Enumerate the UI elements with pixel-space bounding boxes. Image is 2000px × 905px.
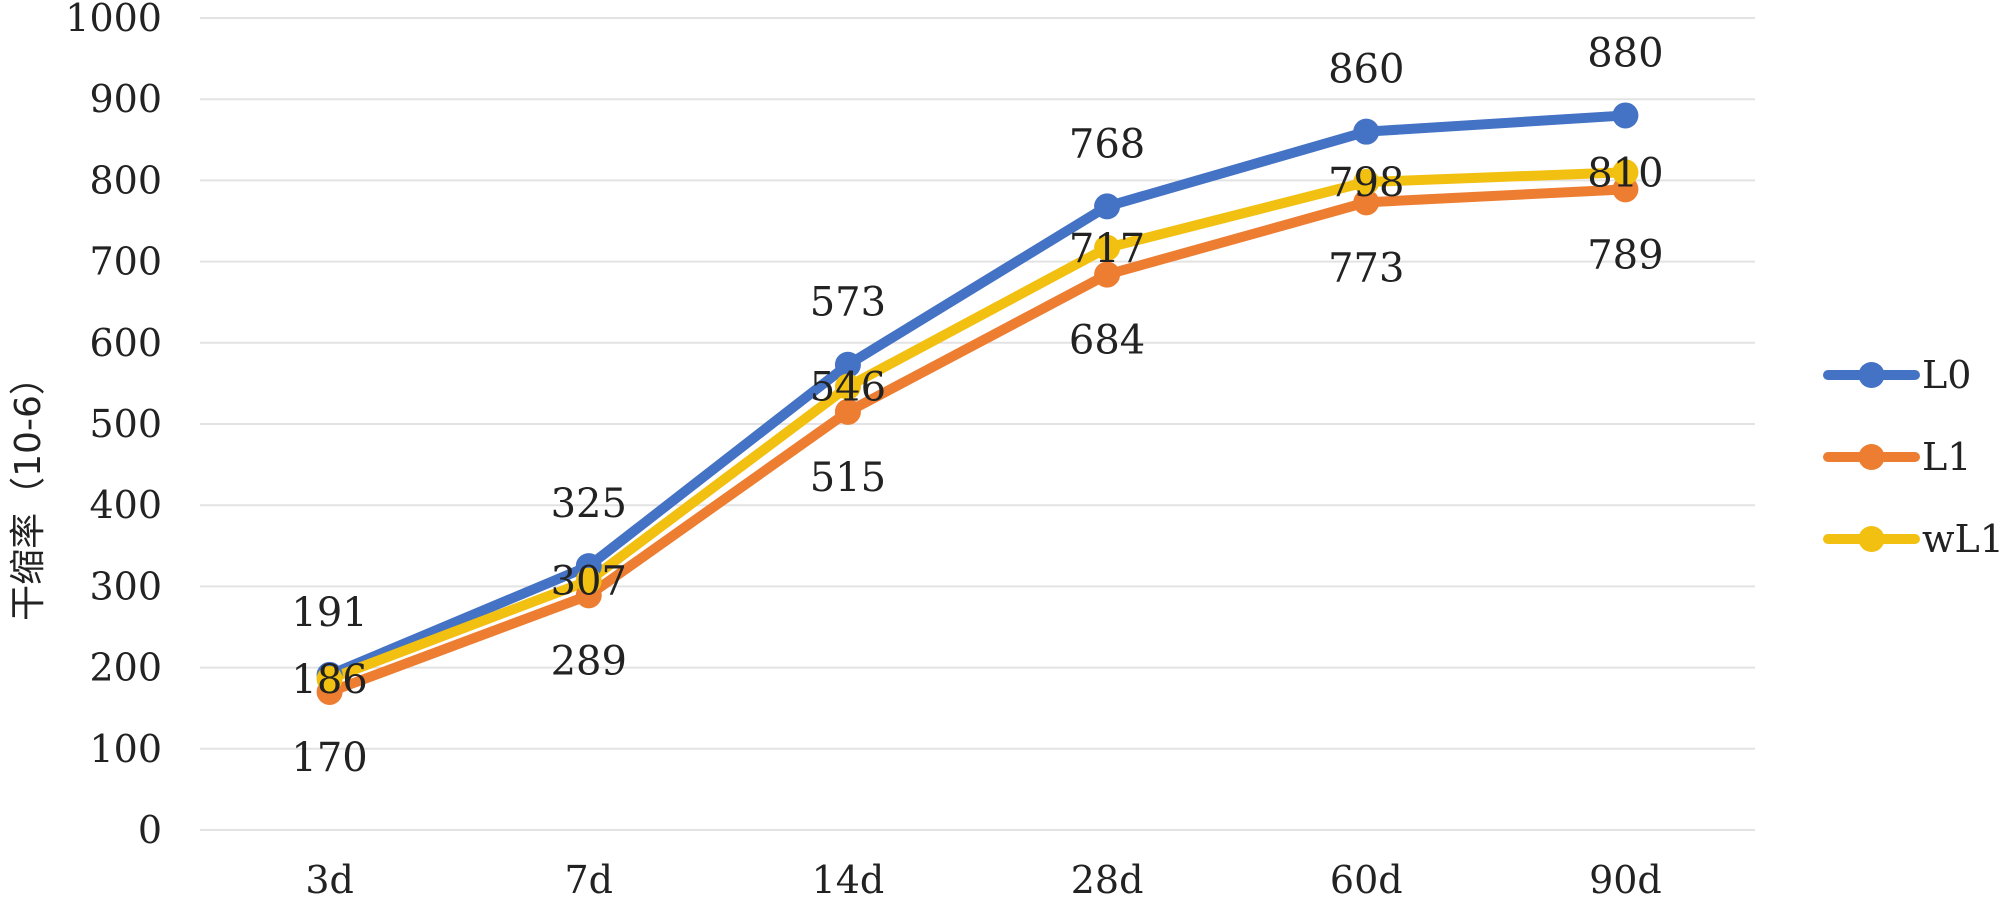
- series-line-l0: [324, 110, 1631, 680]
- y-tick-label: 800: [89, 158, 162, 202]
- x-tick-label: 7d: [564, 858, 613, 902]
- y-axis-ticks: 0 100 200 300 400 500 600 700 800 900 1000: [65, 0, 162, 852]
- data-point-wl1: [834, 373, 861, 400]
- data-point-wl1: [316, 665, 343, 692]
- data-label-l0: 325: [551, 481, 627, 527]
- legend-marker-l0: [1858, 362, 1885, 388]
- y-tick-label: 700: [89, 240, 162, 284]
- data-point-wl1: [1353, 169, 1380, 196]
- legend-label-l0: L0: [1922, 353, 1971, 397]
- data-label-l1: 789: [1587, 232, 1663, 278]
- series-markers: [316, 102, 1639, 705]
- data-label-wl1: 798: [1328, 160, 1404, 206]
- y-tick-label: 400: [89, 483, 162, 527]
- data-label-l0: 768: [1069, 121, 1145, 167]
- data-label-l1: 170: [291, 735, 367, 781]
- data-point-wl1: [575, 567, 602, 594]
- y-tick-label: 1000: [65, 0, 162, 40]
- data-label-l0: 860: [1328, 47, 1404, 93]
- legend-marker-wl1: [1858, 526, 1885, 552]
- data-point-l0: [834, 351, 861, 378]
- data-label-l0: 191: [291, 590, 367, 636]
- legend: L0 L1 wL1: [1823, 353, 2000, 561]
- data-label-l0: 880: [1587, 30, 1663, 76]
- data-point-wl1: [1094, 234, 1121, 261]
- data-labels: 191 325 573 768 860 880 170 289 515 684 773 789 186 3…: [291, 30, 1663, 781]
- series-lines: [324, 110, 1631, 697]
- data-point-wl1: [1612, 159, 1639, 186]
- legend-label-l1: L1: [1922, 435, 1971, 479]
- y-tick-label: 0: [138, 808, 162, 852]
- data-label-wl1: 717: [1069, 226, 1145, 272]
- data-label-l0: 573: [810, 280, 886, 326]
- y-tick-label: 300: [89, 564, 162, 608]
- data-point-l1: [834, 398, 861, 425]
- data-label-wl1: 307: [551, 559, 627, 605]
- legend-label-wl1: wL1: [1922, 517, 2000, 561]
- series-line-wl1: [324, 167, 1631, 684]
- legend-marker-l1: [1858, 444, 1885, 470]
- data-point-l0: [1612, 102, 1639, 129]
- data-point-l0: [1094, 193, 1121, 220]
- x-tick-label: 14d: [812, 858, 885, 902]
- data-label-wl1: 186: [291, 657, 367, 703]
- y-axis-title: 干缩率（10-6）: [8, 359, 49, 621]
- y-tick-label: 100: [89, 727, 162, 771]
- y-tick-label: 200: [89, 646, 162, 690]
- data-point-l1: [1094, 261, 1121, 288]
- x-tick-label: 3d: [305, 858, 354, 902]
- data-label-l1: 773: [1328, 245, 1404, 291]
- data-point-l1: [1353, 189, 1380, 216]
- data-point-l0: [1353, 118, 1380, 145]
- y-tick-label: 600: [89, 321, 162, 365]
- data-label-l1: 515: [810, 455, 886, 501]
- data-label-wl1: 810: [1587, 150, 1663, 196]
- y-tick-label: 500: [89, 402, 162, 446]
- data-label-wl1: 546: [810, 365, 886, 411]
- data-label-l1: 684: [1069, 318, 1145, 364]
- series-line-l1: [324, 184, 1631, 697]
- data-label-l1: 289: [551, 638, 627, 684]
- gridlines: [200, 17, 1755, 831]
- x-axis-ticks: 3d 7d 14d 28d 60d 90d: [305, 858, 1661, 902]
- y-tick-label: 900: [89, 77, 162, 121]
- x-tick-label: 28d: [1071, 858, 1144, 902]
- x-tick-label: 60d: [1330, 858, 1403, 902]
- x-tick-label: 90d: [1589, 858, 1662, 902]
